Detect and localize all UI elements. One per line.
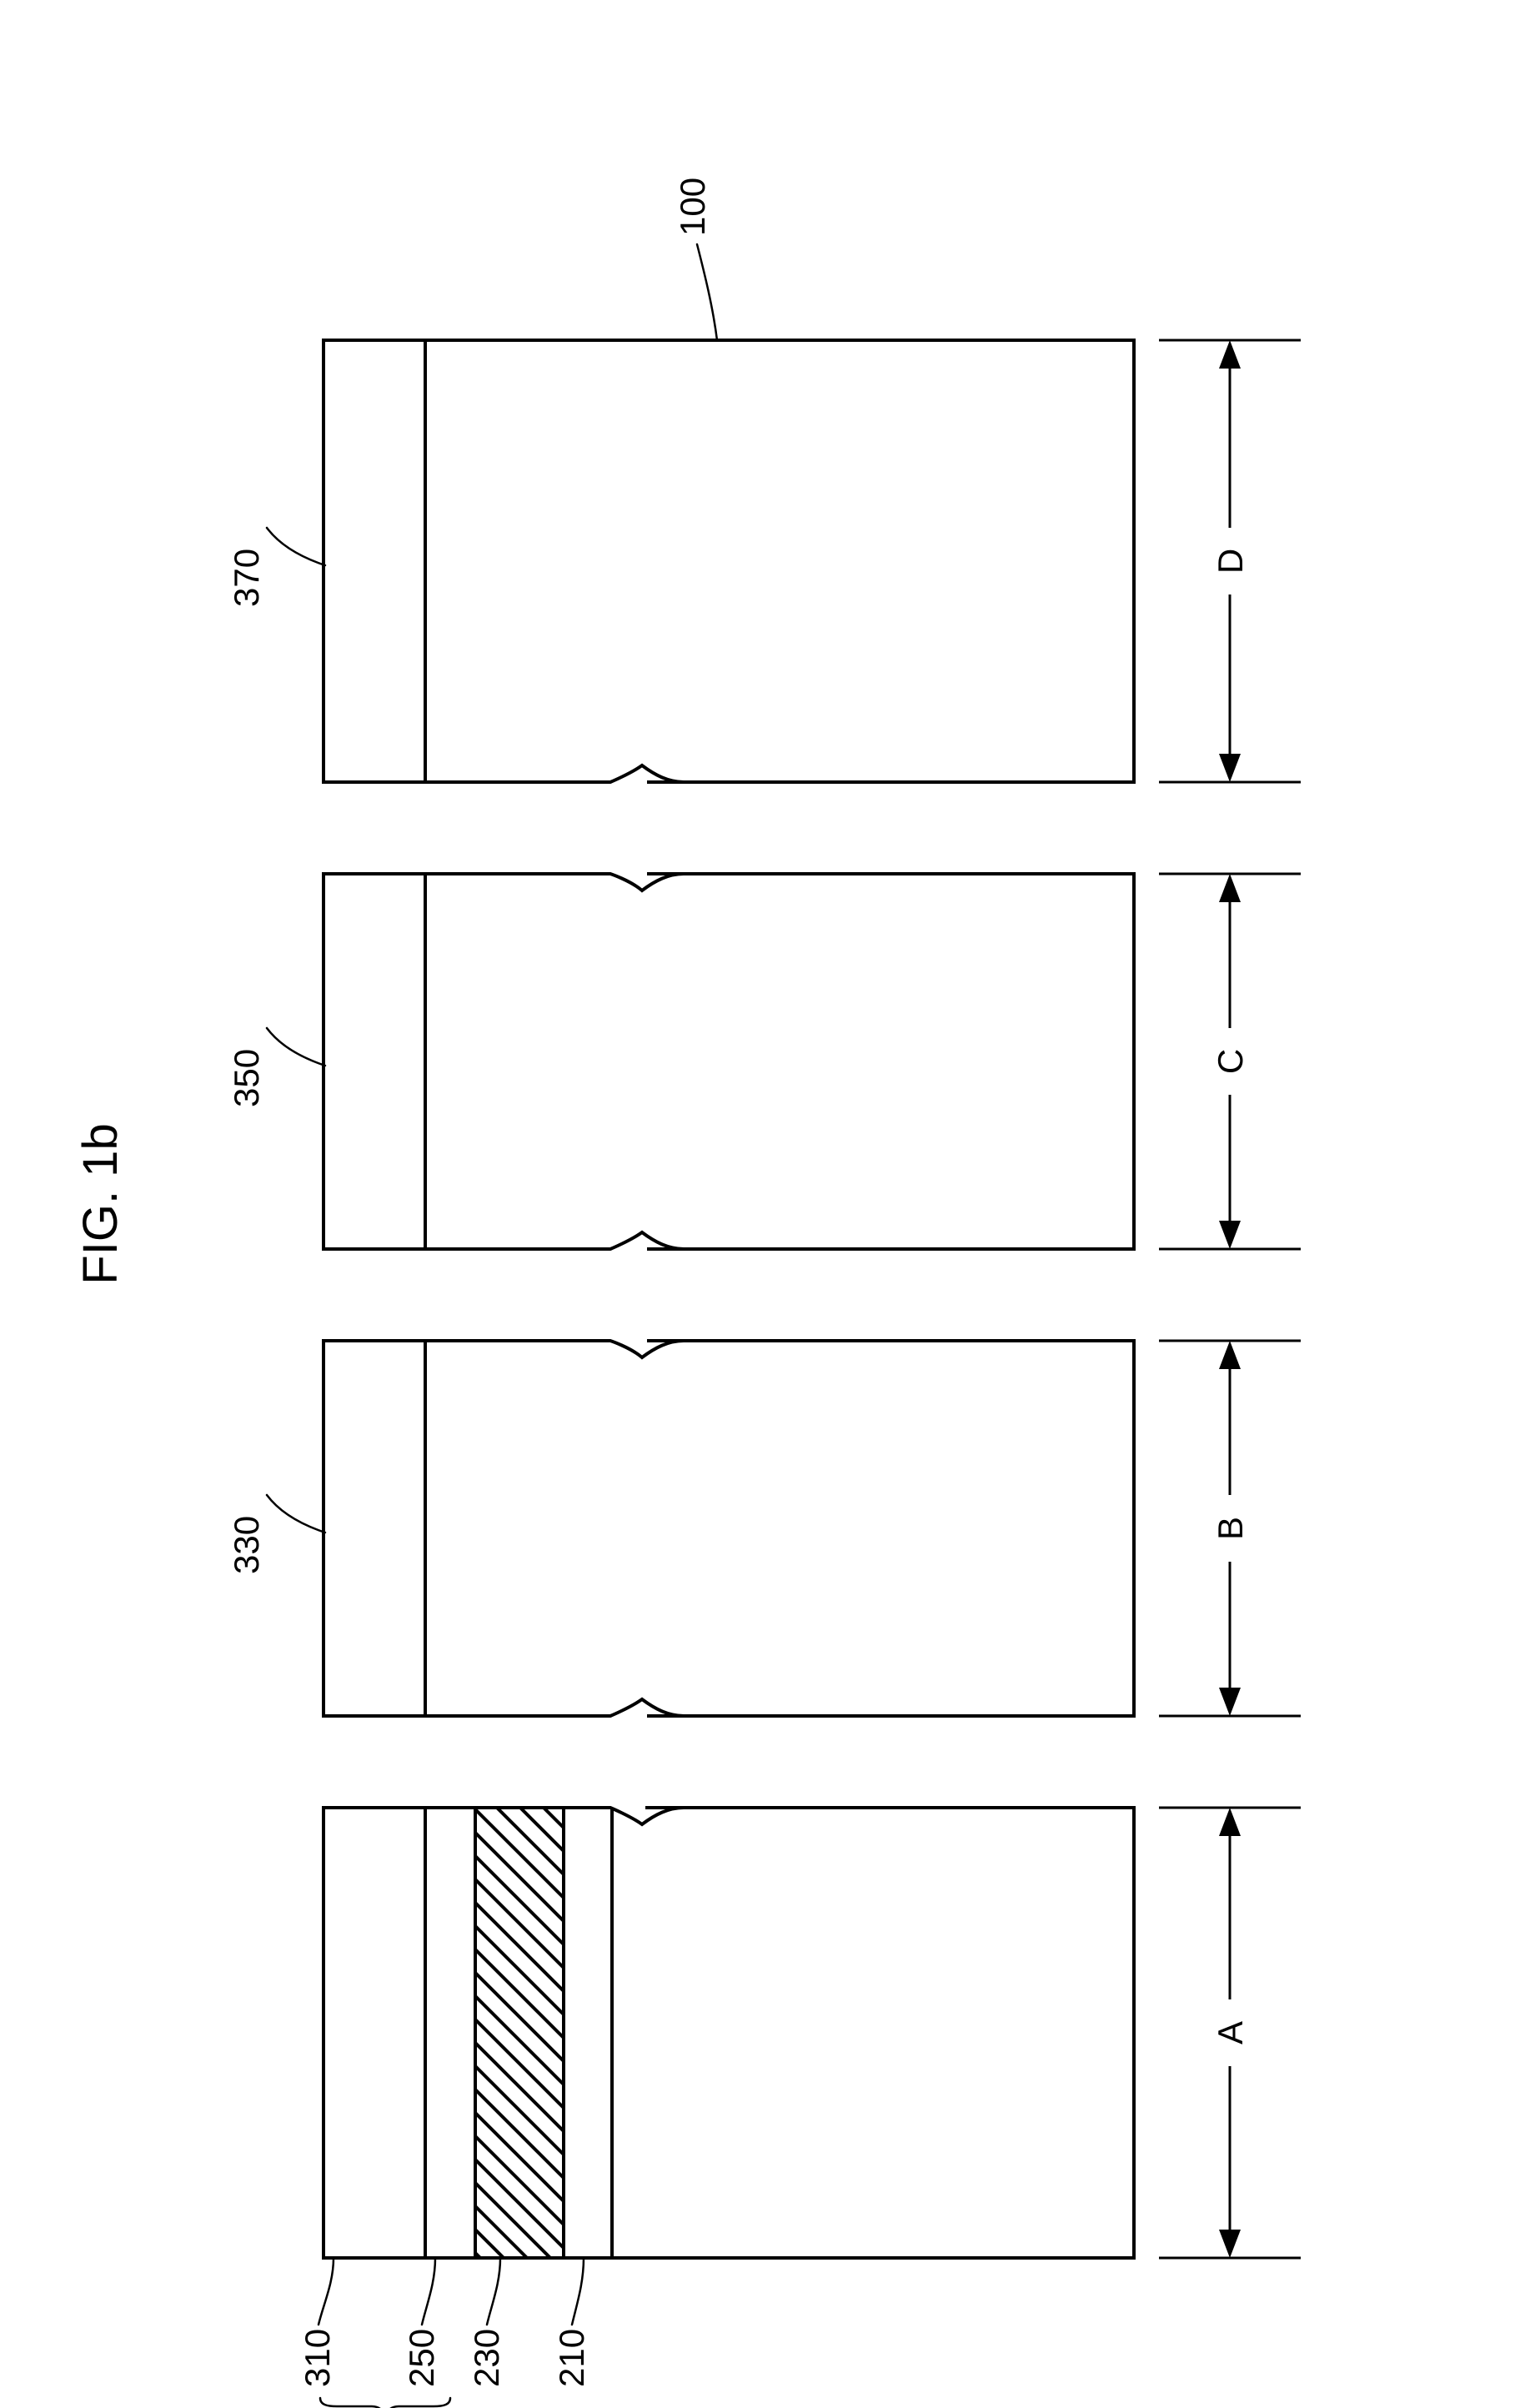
layer-310-A (324, 1808, 425, 2258)
region-A-label: A (1211, 2021, 1250, 2044)
region-dimension-B: B (1159, 1341, 1301, 1716)
region-A (324, 1808, 1134, 2258)
label-230: 230 (467, 2329, 506, 2387)
top-leader-labels: 330 350 370 (227, 528, 325, 1574)
left-leader-labels: 310 250 230 210 315 (298, 2258, 591, 2408)
region-dimension-C: C (1159, 874, 1301, 1249)
figure-title: FIG. 1b (73, 1123, 128, 1284)
substrate-label: 100 (673, 178, 717, 340)
layer-230-A (475, 1808, 564, 2258)
substrate-D (612, 340, 1134, 782)
region-dimension-D: D (1159, 340, 1301, 782)
layer-250-A (425, 1808, 475, 2258)
substrate-B (612, 1341, 1134, 1716)
substrate-A (612, 1808, 1134, 2258)
label-310: 310 (298, 2329, 337, 2387)
layer-330-B (324, 1341, 425, 1716)
region-dimension-A: A (1159, 1808, 1301, 2258)
region-D-label: D (1211, 549, 1250, 574)
bracket-315 (320, 2398, 450, 2408)
label-100: 100 (673, 178, 712, 236)
region-C-label: C (1211, 1049, 1250, 1074)
substrate-C (612, 874, 1134, 1249)
region-B-label: B (1211, 1517, 1250, 1540)
layer-350-C (324, 874, 425, 1249)
label-210: 210 (552, 2329, 591, 2387)
layer-210-A (564, 1808, 612, 2258)
label-370: 370 (227, 549, 266, 607)
layer-370-D (324, 340, 425, 782)
label-330: 330 (227, 1516, 266, 1574)
label-250: 250 (402, 2329, 441, 2387)
label-350: 350 (227, 1049, 266, 1107)
